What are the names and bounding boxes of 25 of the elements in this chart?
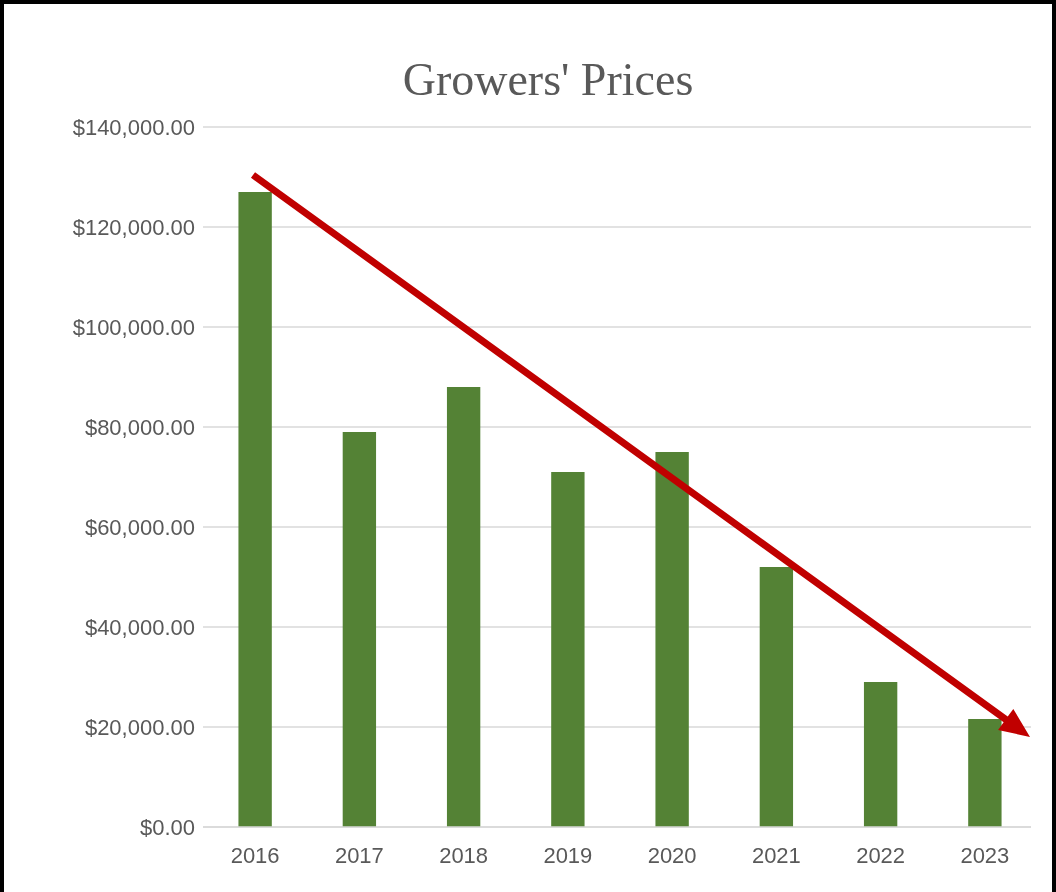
bar: [968, 719, 1002, 827]
y-tick-label: $100,000.00: [72, 314, 195, 340]
y-tick-label: $80,000.00: [84, 414, 195, 440]
x-tick-label: 2019: [543, 843, 593, 868]
bar: [759, 567, 794, 827]
x-tick-label: 2021: [751, 843, 801, 868]
y-tick-label: $140,000.00: [72, 114, 195, 140]
x-tick-label: 2020: [647, 843, 697, 868]
y-tick-label: $40,000.00: [84, 614, 195, 640]
x-tick-label: 2018: [439, 843, 489, 868]
x-tick-label: 2022: [856, 843, 906, 868]
bar: [551, 472, 585, 827]
bar: [655, 452, 689, 827]
bar: [342, 432, 377, 827]
x-tick-label: 2016: [230, 843, 280, 868]
y-tick-label: $60,000.00: [84, 514, 195, 540]
y-tick-label: $20,000.00: [84, 714, 195, 740]
x-tick-label: 2023: [960, 843, 1010, 868]
y-tick-label: $0.00: [139, 814, 195, 840]
bar: [238, 192, 272, 827]
chart-title: Growers' Prices: [402, 54, 694, 105]
bar: [446, 387, 481, 827]
bar: [863, 682, 898, 827]
y-tick-label: $120,000.00: [72, 214, 195, 240]
x-tick-label: 2017: [334, 843, 384, 868]
